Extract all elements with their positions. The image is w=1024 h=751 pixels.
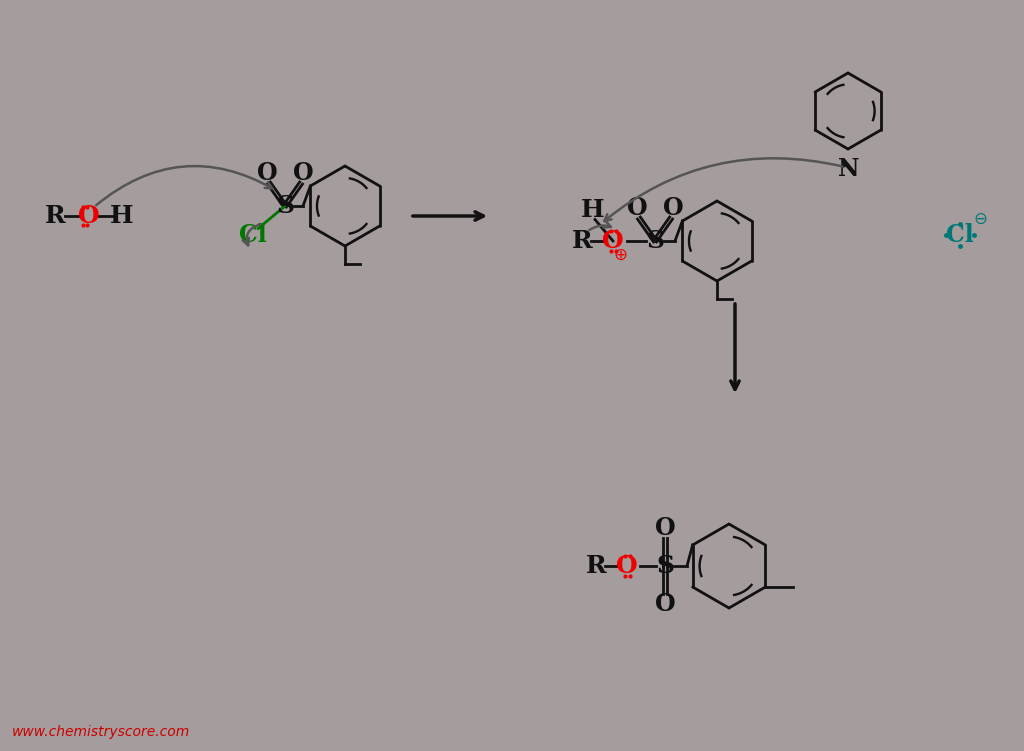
Text: O: O: [663, 196, 683, 220]
Text: O: O: [602, 229, 624, 253]
Text: Cl: Cl: [240, 224, 267, 248]
Text: Cl: Cl: [946, 223, 974, 247]
Text: O: O: [616, 554, 638, 578]
Text: O: O: [293, 161, 313, 185]
Text: N: N: [839, 157, 860, 181]
Text: O: O: [654, 592, 675, 616]
Text: R: R: [571, 229, 592, 253]
Text: O: O: [627, 196, 647, 220]
Text: O: O: [78, 204, 100, 228]
Text: www.chemistryscore.com: www.chemistryscore.com: [12, 725, 190, 739]
Text: S: S: [276, 194, 294, 218]
Text: H: H: [582, 198, 605, 222]
Text: O: O: [257, 161, 278, 185]
Text: ⊖: ⊖: [973, 210, 987, 228]
Text: R: R: [45, 204, 66, 228]
Text: ⊕: ⊕: [613, 246, 627, 264]
Text: R: R: [586, 554, 606, 578]
Text: H: H: [111, 204, 134, 228]
Text: S: S: [646, 229, 664, 253]
Text: O: O: [654, 516, 675, 540]
Text: S: S: [656, 554, 674, 578]
